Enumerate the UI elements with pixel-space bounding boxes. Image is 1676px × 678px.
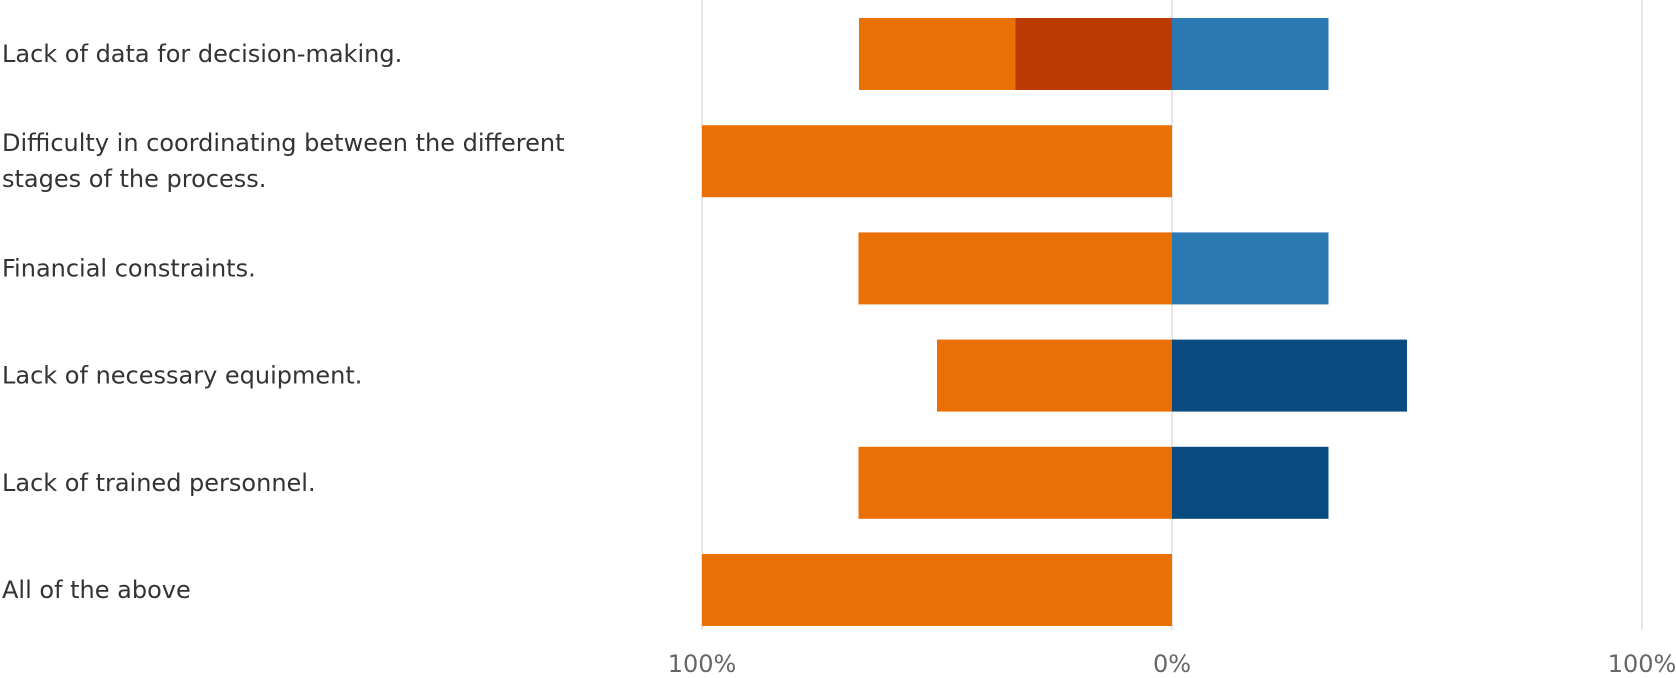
bar-right-2-row-4 <box>1172 446 1329 519</box>
category-label-financial-constraints: Financial constraints. <box>2 254 256 282</box>
grid-layer <box>701 0 1643 630</box>
category-label-lack-of-necessary-equipment: Lack of necessary equipment. <box>2 362 362 390</box>
bar-left-1-row-3 <box>937 339 1172 412</box>
category-label-lack-of-trained-personnel: Lack of trained personnel. <box>2 469 316 497</box>
bar-left-0-row-0 <box>1015 18 1172 90</box>
x-axis-tick-labels: 100% 0% 100% <box>668 650 1676 678</box>
tick-label-right: 100% <box>1608 650 1676 678</box>
bar-left-1-row-1 <box>702 125 1172 198</box>
bar-right-3-row-0 <box>1172 18 1329 90</box>
bar-left-1-row-2 <box>858 232 1172 305</box>
bars-layer <box>702 18 1407 626</box>
category-label-lack-of-data-for-decision-making: Lack of data for decision-making. <box>2 40 402 68</box>
bar-left-1-row-5 <box>702 554 1172 626</box>
category-label-all-of-the-above: All of the above <box>2 576 191 604</box>
bar-right-2-row-3 <box>1172 339 1407 412</box>
tick-label-left: 100% <box>668 650 737 678</box>
bar-left-1-row-0 <box>859 18 1016 90</box>
bar-right-3-row-2 <box>1172 232 1329 305</box>
category-label-difficulty-in-coordinating-between-the-d: Difficulty in coordinating between the d… <box>2 129 565 193</box>
category-labels: Lack of data for decision-making. Difficu… <box>2 40 565 604</box>
tick-label-center: 0% <box>1153 650 1191 678</box>
bar-left-1-row-4 <box>858 446 1172 519</box>
